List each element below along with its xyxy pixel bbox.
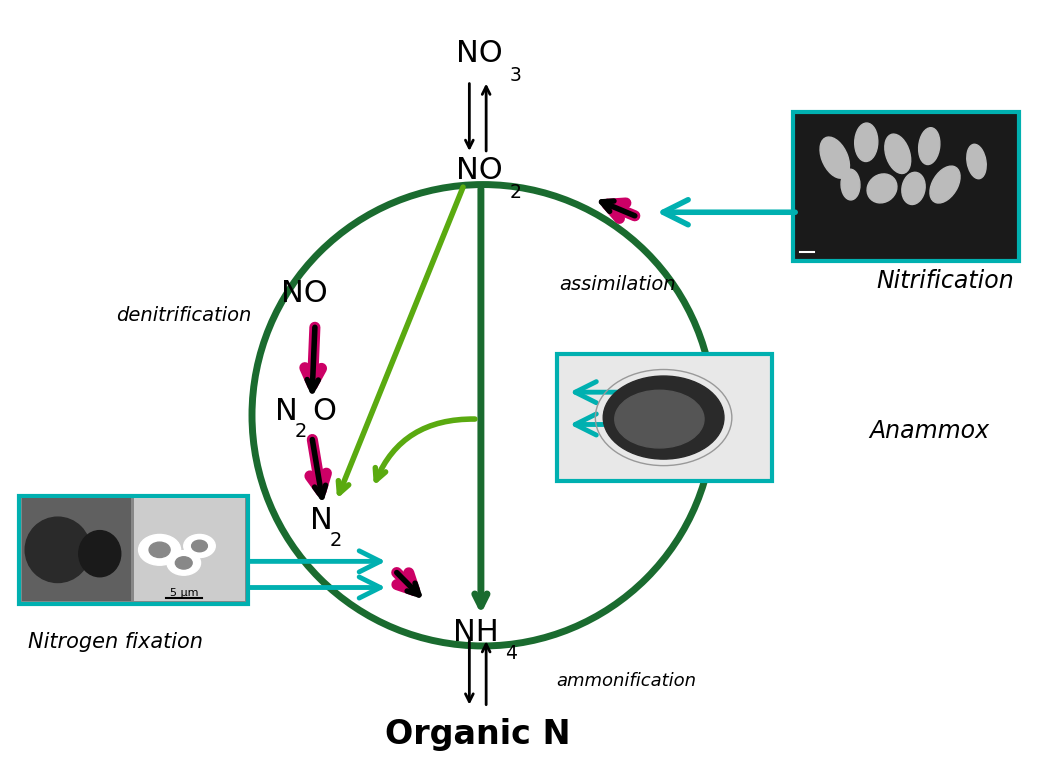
Circle shape — [149, 542, 170, 558]
Text: 5 µm: 5 µm — [169, 588, 198, 598]
Text: O: O — [312, 397, 336, 426]
Circle shape — [175, 557, 192, 569]
Text: 3: 3 — [509, 66, 521, 85]
Ellipse shape — [819, 138, 850, 178]
Text: NO: NO — [281, 279, 328, 308]
Ellipse shape — [603, 376, 724, 459]
Ellipse shape — [902, 172, 925, 205]
Text: N: N — [310, 506, 333, 535]
Text: denitrification: denitrification — [117, 306, 251, 325]
Text: NO: NO — [457, 39, 503, 68]
Circle shape — [167, 551, 201, 575]
Ellipse shape — [967, 145, 986, 178]
Ellipse shape — [931, 165, 959, 204]
Ellipse shape — [867, 174, 897, 203]
Text: 4: 4 — [505, 644, 517, 664]
Ellipse shape — [79, 531, 121, 577]
Ellipse shape — [885, 134, 910, 174]
Text: 2: 2 — [509, 183, 521, 202]
Circle shape — [191, 540, 208, 552]
Text: Nitrification: Nitrification — [876, 268, 1014, 293]
FancyBboxPatch shape — [22, 498, 131, 601]
Text: Nitrogen fixation: Nitrogen fixation — [28, 632, 203, 652]
Circle shape — [139, 534, 181, 565]
Ellipse shape — [615, 390, 705, 448]
Text: Anammox: Anammox — [869, 418, 989, 443]
Ellipse shape — [25, 517, 90, 583]
Text: NH: NH — [453, 618, 499, 647]
Text: 2: 2 — [295, 422, 308, 441]
Ellipse shape — [855, 123, 878, 161]
Text: NO: NO — [457, 156, 503, 185]
FancyArrowPatch shape — [375, 419, 475, 480]
Text: N: N — [275, 397, 298, 426]
Text: Organic N: Organic N — [385, 718, 570, 751]
FancyBboxPatch shape — [556, 354, 772, 481]
Ellipse shape — [841, 169, 860, 200]
Text: 2: 2 — [330, 531, 342, 551]
Text: assimilation: assimilation — [559, 275, 676, 294]
FancyBboxPatch shape — [134, 498, 245, 601]
Ellipse shape — [919, 128, 940, 165]
Circle shape — [184, 534, 215, 558]
FancyBboxPatch shape — [793, 112, 1018, 261]
Text: ammonification: ammonification — [556, 671, 696, 690]
FancyBboxPatch shape — [19, 496, 248, 604]
